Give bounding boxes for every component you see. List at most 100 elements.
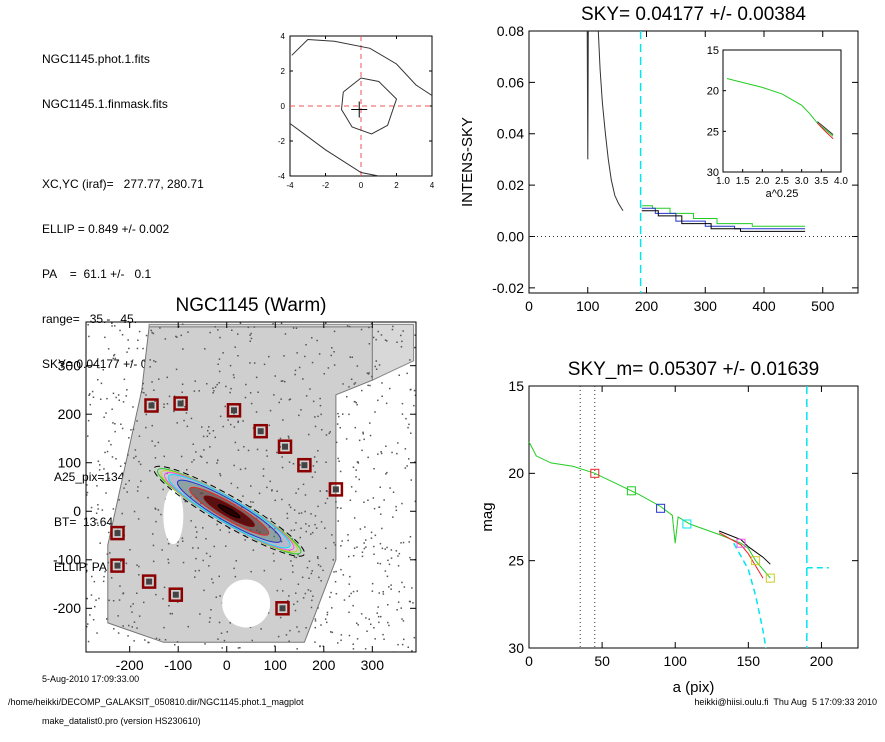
sky-x-label: 500 [811, 298, 835, 314]
image-noise [325, 322, 327, 324]
image-noise [392, 516, 394, 518]
image-noise [296, 626, 298, 628]
image-noise [289, 629, 291, 632]
image-noise [292, 327, 295, 329]
image-noise [374, 365, 376, 368]
image-noise [280, 398, 282, 400]
image-noise [147, 496, 149, 499]
image-noise [356, 403, 358, 406]
image-noise [349, 499, 352, 501]
footer-path: /home/heikki/DECOMP_GALAKSIT_050810.dir/… [8, 697, 304, 707]
image-noise [335, 441, 338, 444]
sky-box-core [301, 462, 308, 469]
image-noise [194, 570, 197, 572]
image-noise [144, 639, 146, 641]
image-noise [249, 340, 251, 342]
image-noise [197, 547, 199, 549]
image-noise [355, 490, 357, 493]
image-noise [161, 549, 163, 551]
image-noise [87, 435, 89, 437]
image-noise [381, 395, 383, 397]
image-noise [407, 646, 409, 648]
image-noise [150, 329, 152, 332]
image-noise [318, 353, 321, 355]
image-noise [319, 645, 321, 647]
image-noise [360, 613, 363, 615]
inset-frame [722, 49, 842, 173]
image-noise [97, 504, 99, 506]
image-noise [270, 518, 272, 520]
image-noise [356, 546, 358, 548]
image-noise [340, 568, 342, 571]
image-noise [287, 435, 290, 438]
image-x-label: -100 [164, 657, 192, 673]
image-noise [406, 372, 408, 375]
image-noise [126, 351, 128, 353]
image-noise [304, 494, 307, 496]
image-noise [90, 506, 93, 509]
image-noise [337, 412, 339, 415]
image-noise [126, 389, 128, 391]
image-noise [143, 601, 145, 604]
image-noise [348, 634, 351, 637]
image-noise [99, 464, 101, 466]
image-noise [379, 486, 381, 488]
image-noise [348, 386, 350, 388]
image-noise [323, 373, 325, 375]
image-y-label: 200 [58, 406, 82, 422]
image-noise [340, 545, 342, 547]
image-noise [166, 403, 169, 405]
sky-box-core [282, 443, 288, 450]
image-noise [132, 603, 134, 605]
image-noise [90, 594, 93, 596]
image-noise [227, 419, 229, 421]
image-noise [153, 360, 155, 362]
image-noise [374, 638, 376, 640]
image-noise [208, 426, 210, 428]
image-noise [114, 325, 116, 327]
contour-y-label: -4 [278, 172, 286, 181]
image-noise [410, 432, 412, 434]
image-noise [194, 380, 196, 382]
image-noise [121, 512, 123, 515]
image-noise [390, 584, 392, 586]
image-noise [366, 630, 368, 632]
image-noise [168, 395, 171, 398]
image-noise [355, 469, 357, 471]
image-noise [86, 563, 88, 566]
image-noise [294, 369, 297, 372]
image-noise [334, 581, 337, 583]
sky-box [110, 558, 125, 573]
image-noise [205, 538, 207, 540]
image-noise [249, 392, 252, 394]
image-noise [397, 555, 399, 557]
image-noise [378, 621, 380, 624]
image-noise [396, 341, 398, 343]
image-noise [151, 331, 153, 334]
image-noise [291, 565, 294, 567]
image-noise [163, 455, 165, 458]
image-noise [300, 409, 302, 411]
image-noise [404, 467, 407, 469]
image-noise [379, 542, 382, 545]
image-noise [125, 395, 127, 397]
image-noise [218, 575, 220, 578]
image-noise [268, 355, 270, 358]
image-noise [129, 549, 131, 551]
image-noise [321, 429, 323, 431]
sky-box [277, 439, 293, 454]
image-noise [408, 423, 410, 426]
image-noise [103, 575, 105, 578]
image-noise [370, 531, 373, 534]
image-noise [385, 402, 388, 405]
image-noise [291, 538, 293, 540]
image-noise [122, 625, 124, 627]
image-noise [196, 531, 198, 533]
sky-x-label: 0 [525, 298, 533, 314]
image-noise [120, 560, 122, 563]
image-y-label: -200 [53, 600, 81, 616]
image-noise [127, 454, 129, 456]
image-noise [162, 598, 164, 600]
image-noise [233, 464, 235, 467]
image-noise [226, 631, 228, 633]
